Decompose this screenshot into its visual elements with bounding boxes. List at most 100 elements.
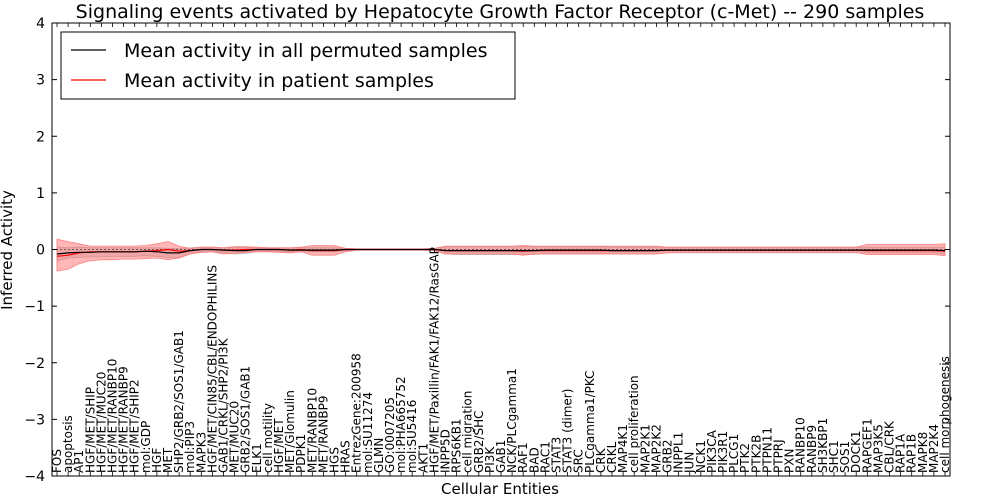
x-category-label: RPS6KB1 [450, 418, 464, 473]
x-category-label: MAP2K1 [638, 424, 652, 473]
legend-label-permuted: Mean activity in all permuted samples [124, 40, 487, 62]
x-category-label: RAP1A [894, 433, 908, 473]
y-tick-label: −1 [24, 299, 45, 315]
x-category-label: SHC1 [827, 440, 841, 473]
x-category-label: PTK2 [738, 443, 752, 473]
x-category-label: EntrezGene:200958 [350, 353, 364, 473]
x-category-label: mol:SU11274 [361, 392, 375, 473]
x-category-label: RAPGEF1 [860, 418, 874, 473]
x-category-label: SRC [572, 449, 586, 473]
x-category-label: mol:GDP [139, 421, 153, 473]
x-category-label: INPPL1 [672, 432, 686, 473]
x-category-label: JUN [683, 452, 697, 474]
x-category-label: ELK1 [250, 443, 264, 473]
legend: Mean activity in all permuted samples Me… [60, 31, 516, 100]
x-category-label: AKT1 [416, 443, 430, 473]
x-category-label: CBL/CRK [883, 420, 897, 473]
x-category-label: BAD [527, 447, 541, 473]
x-category-label: PTPRJ [772, 439, 786, 473]
x-category-label: PIK3CA [705, 429, 719, 473]
x-category-label: RAP1B [905, 434, 919, 473]
x-category-label: PTK2B [749, 435, 763, 473]
x-category-label: PTPN11 [760, 427, 774, 473]
x-category-label: NCK/PLCgamma1 [505, 368, 519, 473]
x-category-label: STAT3 [550, 437, 564, 473]
x-category-label: AP1 [72, 450, 86, 473]
y-tick-label: 4 [36, 16, 45, 32]
x-category-label: NCK1 [694, 440, 708, 473]
x-category-label: RANBP9 [805, 425, 819, 473]
x-category-label: SOS1 [838, 441, 852, 473]
x-category-label: DOCK1 [849, 430, 863, 473]
x-category-label: MAPK8 [916, 432, 930, 473]
x-category-label: GO:0007205 [383, 397, 397, 473]
x-category-label: PDPK1 [294, 434, 308, 473]
y-tick-label: 0 [36, 243, 45, 259]
x-category-label: HGF/MET/MUC20 [94, 372, 108, 473]
x-category-label: HGS [328, 447, 342, 473]
x-category-label: MET/Glomulin [283, 390, 297, 473]
x-category-label: MET [161, 447, 175, 473]
y-tick-label: −2 [24, 356, 45, 372]
x-category-label: GAB1 [494, 440, 508, 473]
y-tick-label: 3 [36, 73, 45, 89]
x-category-label: CRK [594, 447, 608, 473]
x-category-label: RAC1 [538, 441, 552, 473]
x-category-label: apoptosis [61, 415, 75, 473]
legend-box [60, 31, 516, 100]
x-category-label: GRB2/SHC [472, 410, 486, 473]
x-category-label: CRKL [605, 441, 619, 473]
x-category-label: cell motility [261, 403, 275, 473]
x-category-label: MAP4K1 [616, 424, 630, 473]
x-category-label: PI3K [483, 446, 497, 473]
series-line-permuted [56, 248, 946, 255]
x-category-label: MAPK3 [194, 432, 208, 473]
x-category-label: MET/MUC20 [228, 401, 242, 473]
chart-title: Signaling events activated by Hepatocyte… [76, 1, 925, 23]
x-category-label: MET/RANBP10 [305, 388, 319, 473]
x-category-label: PXN [783, 449, 797, 473]
x-category-label: HGF/MET/RANBP10 [106, 359, 120, 473]
x-category-label: PIK3R1 [716, 431, 730, 473]
x-category-label: GAB1/CRKL/SHP2/PI3K [217, 337, 231, 473]
x-category-label: RANBP10 [794, 417, 808, 473]
x-category-label: SH3KBP1 [816, 418, 830, 473]
x-category-label: cell migration [461, 391, 475, 473]
x-category-label: STAT3 (dimer) [561, 389, 575, 473]
x-category-label: MAP2K2 [649, 424, 663, 473]
x-category-label: RAF1 [516, 442, 530, 473]
x-category-label: GRB2 [661, 439, 675, 473]
y-axis: −4 −3 −2 −1 0 1 2 3 4 [24, 16, 950, 485]
x-category-label: cell morphogenesis [938, 356, 952, 473]
x-category-label: INPP5D [439, 429, 453, 473]
x-category-label: HGF/MET/Paxillin/FAK1/FAK12/RasGAP [427, 247, 441, 473]
x-axis-label: Cellular Entities [441, 480, 559, 498]
x-category-label: HGF/MET/SHIP2 [128, 379, 142, 473]
x-category-label: mol:PHA665752 [394, 376, 408, 473]
x-category-label: mol:PIP3 [183, 421, 197, 473]
x-category-label: MAP2K4 [927, 424, 941, 473]
line-layer [52, 248, 950, 257]
x-category-label: PLCG1 [727, 434, 741, 473]
y-tick-label: 1 [36, 186, 45, 202]
x-category-label: FOS [50, 449, 64, 473]
y-axis-label: Inferred Activity [0, 190, 16, 310]
x-category-label: HRAS [339, 440, 353, 473]
x-category-label: mol:SU5416 [405, 400, 419, 473]
x-category-label: HGF/MET/RANBP9 [117, 366, 131, 473]
x-category-label: GRB2/SOS1/GAB1 [239, 366, 253, 473]
x-category-label: HGF/MET/CIN85/CBL/ENDOPHILINS [205, 265, 219, 473]
x-category-label: SHP2/GRB2/SOS1/GAB1 [172, 330, 186, 473]
x-category-label: HGF/MET/SHIP [83, 387, 97, 473]
x-category-label: GLMN [372, 438, 386, 473]
x-category-label: HGF/MET [272, 418, 286, 473]
x-category-label: MET/RANBP9 [316, 396, 330, 473]
legend-label-patient: Mean activity in patient samples [124, 70, 434, 92]
x-category-label: PLCgamma1/PKC [583, 370, 597, 473]
x-category-label: MAP3K5 [871, 424, 885, 473]
y-tick-label: −4 [24, 469, 45, 485]
x-axis: FOSapoptosisAP1HGF/MET/SHIPHGF/MET/MUC20… [50, 23, 952, 476]
y-tick-label: 2 [36, 129, 45, 145]
x-category-label: HGF [150, 448, 164, 473]
